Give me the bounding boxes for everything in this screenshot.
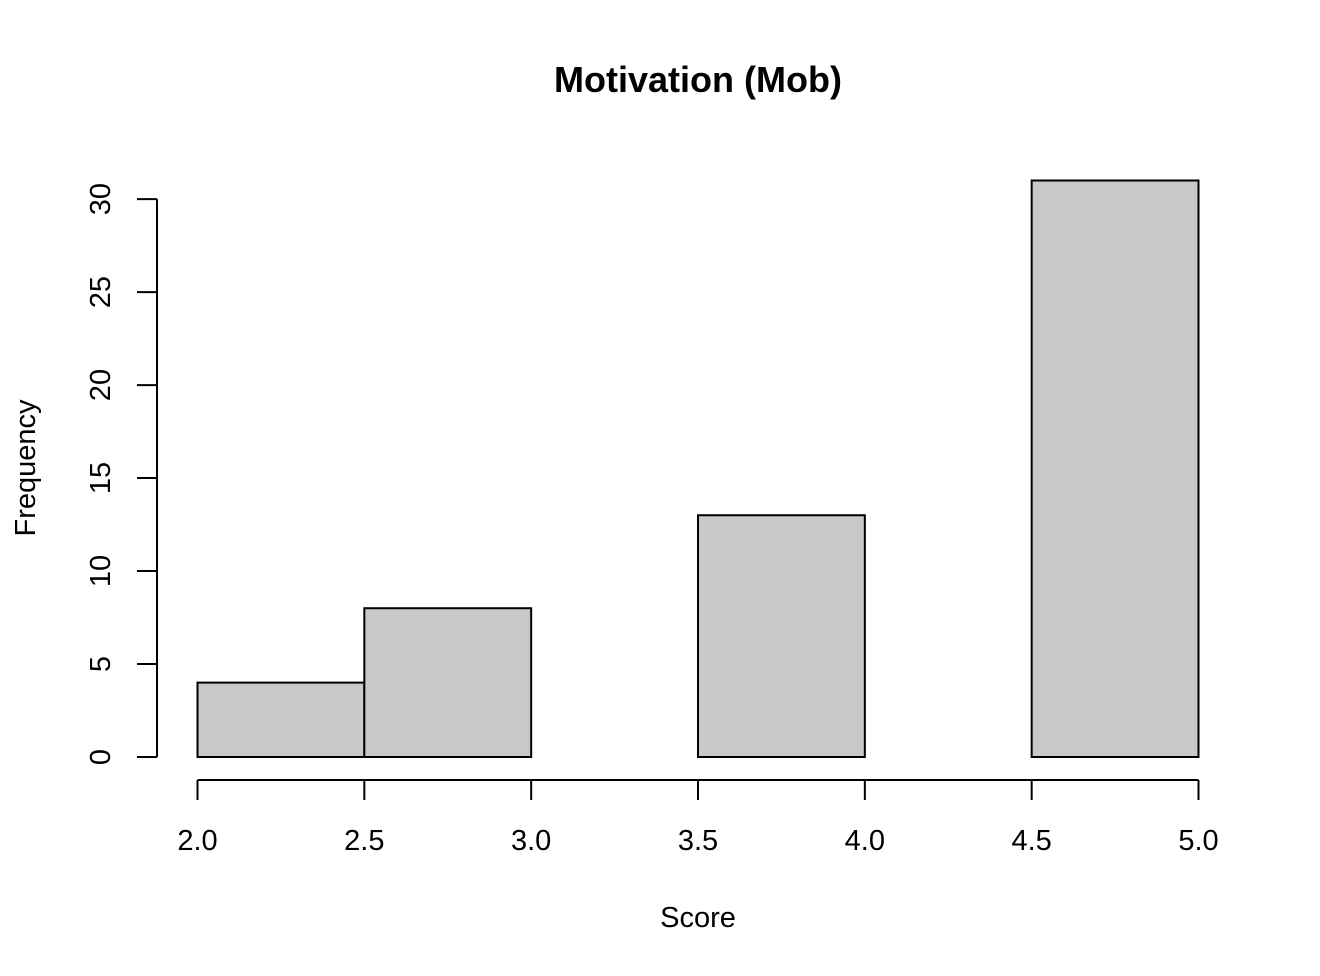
x-axis: 2.0 2.5 3.0 3.5 4.0 4.5 5.0 <box>177 779 1219 857</box>
x-tick-label: 4.0 <box>845 825 885 857</box>
x-axis-label: Score <box>660 902 736 934</box>
chart-title: Motivation (Mob) <box>554 59 842 100</box>
x-tick-label: 5.0 <box>1178 825 1218 857</box>
bar-2.5-3 <box>363 607 533 759</box>
y-tick-label: 30 <box>85 183 117 215</box>
bar-2-2.5 <box>196 681 366 759</box>
x-tick-label: 4.5 <box>1012 825 1052 857</box>
y-tick-label: 0 <box>85 749 117 765</box>
x-tick-label: 2.5 <box>344 825 384 857</box>
bar-3.5-4 <box>697 514 866 759</box>
x-tick-label: 2.0 <box>177 825 217 857</box>
y-tick-label: 5 <box>85 656 117 672</box>
y-tick-label: 10 <box>85 555 117 587</box>
bars-group <box>196 179 1200 759</box>
y-axis: 0 5 10 15 20 25 30 <box>85 183 158 765</box>
bar-4.5-5 <box>1030 179 1200 758</box>
y-tick-label: 15 <box>85 462 117 494</box>
y-axis-label: Frequency <box>10 399 42 537</box>
y-tick-label: 20 <box>85 369 117 401</box>
x-tick-label: 3.0 <box>511 825 551 857</box>
x-tick-label: 3.5 <box>678 825 718 857</box>
y-tick-label: 25 <box>85 276 117 308</box>
